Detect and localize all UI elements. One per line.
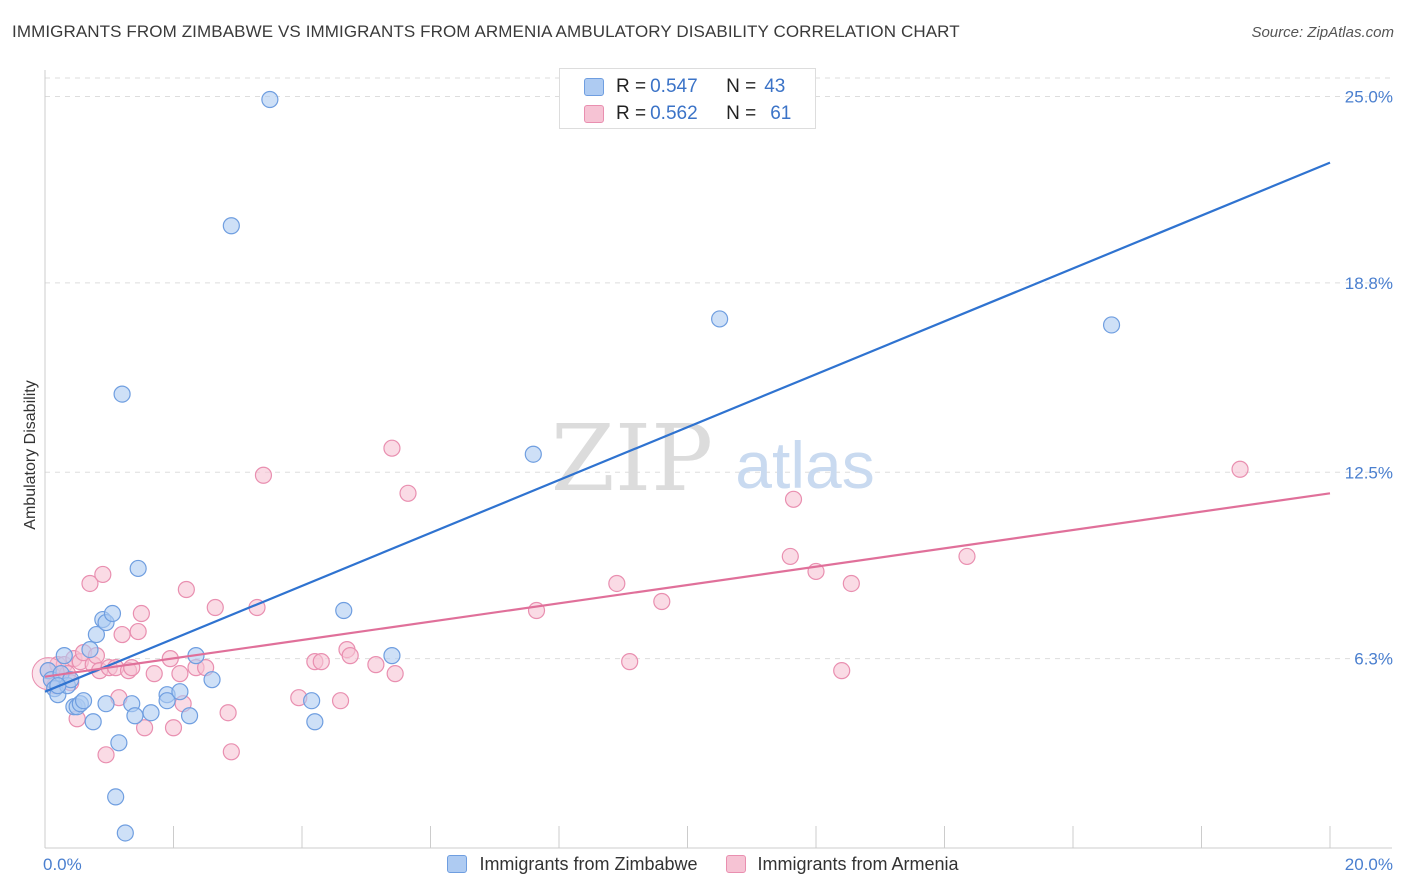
armenia-point (123, 659, 141, 677)
x-tick-label: 20.0% (1345, 855, 1393, 874)
trend-lines (44, 161, 1331, 693)
armenia-trend-line (44, 492, 1331, 678)
zimbabwe-point (103, 604, 122, 623)
grid-lines (45, 77, 1392, 660)
zimbabwe-point (81, 641, 99, 659)
armenia-point (341, 647, 359, 665)
axes (44, 70, 1392, 849)
armenia-point (81, 574, 99, 593)
armenia-point (608, 574, 626, 593)
y-tick-label: 12.5% (1345, 463, 1393, 482)
zimbabwe-point (84, 713, 102, 731)
legend-r-value: 0.547 (650, 76, 698, 97)
zimbabwe-point (142, 704, 160, 722)
armenia-point (399, 484, 417, 502)
y-tick-label: 18.8% (1345, 274, 1393, 293)
zimbabwe-point (383, 647, 401, 665)
zimbabwe-point (87, 625, 106, 644)
armenia-point (113, 625, 131, 644)
armenia-point (129, 622, 147, 641)
armenia-point (621, 653, 639, 671)
zimbabwe-point (180, 707, 199, 725)
armenia-point (958, 547, 976, 566)
zimbabwe-point (116, 824, 134, 842)
armenia-point (177, 580, 195, 599)
zimbabwe-point (107, 788, 125, 806)
zimbabwe-point (1102, 316, 1121, 334)
legend-row-zimbabwe: R = 0.547 N = 43 (584, 75, 785, 99)
zimbabwe-point (113, 385, 131, 403)
zimbabwe-point (524, 445, 542, 463)
watermark-zip: ZIP (551, 405, 713, 512)
correlation-legend: R = 0.547 N = 43 R = 0.562 N = 61 (559, 68, 816, 129)
armenia-point (94, 565, 112, 584)
y-tick-label: 25.0% (1345, 88, 1393, 107)
armenia-point (132, 604, 150, 623)
armenia-point (842, 574, 860, 593)
armenia-point (145, 665, 163, 683)
zimbabwe-point (158, 692, 176, 710)
chart-title: IMMIGRANTS FROM ZIMBABWE VS IMMIGRANTS F… (12, 22, 960, 41)
armenia-point (222, 743, 240, 761)
zimbabwe-point (97, 695, 115, 713)
armenia-point (135, 719, 154, 737)
legend-swatch-blue (584, 78, 604, 96)
zimbabwe-point (711, 310, 729, 328)
zimbabwe-point (303, 692, 321, 710)
zimbabwe-point (126, 707, 144, 725)
legend-swatch-pink (584, 105, 604, 123)
legend-n-label: N = (726, 76, 757, 97)
legend-label-armenia: Immigrants from Armenia (757, 853, 959, 874)
zimbabwe-point (335, 601, 353, 620)
legend-swatch-pink (725, 855, 746, 873)
zimbabwe-point (306, 713, 324, 731)
watermark: ZIP atlas (551, 405, 875, 512)
legend-n-label: N = (726, 103, 757, 124)
armenia-point (781, 547, 799, 566)
zimbabwe-point (74, 692, 93, 710)
armenia-point (254, 466, 273, 484)
armenia-point (386, 665, 404, 683)
legend-label-zimbabwe: Immigrants from Zimbabwe (479, 853, 698, 874)
legend-item-armenia[interactable]: Immigrants from Armenia (725, 853, 959, 875)
armenia-point (833, 662, 851, 680)
zimbabwe-point (55, 647, 73, 665)
legend-swatch-blue (447, 855, 468, 873)
armenia-point (171, 665, 189, 683)
armenia-point (784, 490, 803, 508)
zimbabwe-trend-line (44, 161, 1331, 693)
source-label: Source: ZipAtlas.com (1251, 24, 1394, 41)
legend-r-label: R = (616, 103, 647, 124)
armenia-point (367, 656, 385, 674)
armenia-point (206, 598, 224, 617)
armenia-point (383, 439, 401, 457)
zimbabwe-point (203, 671, 221, 689)
armenia-point (219, 704, 237, 722)
zimbabwe-point (110, 734, 128, 752)
x-tick-label: 0.0% (43, 855, 82, 874)
armenia-point (331, 692, 350, 710)
zimbabwe-point (129, 559, 147, 578)
y-tick-label: 6.3% (1354, 650, 1393, 669)
zimbabwe-point (222, 217, 240, 235)
zimbabwe-point (171, 683, 189, 701)
legend-n-value: 43 (764, 76, 786, 97)
legend-item-zimbabwe[interactable]: Immigrants from Zimbabwe (447, 853, 698, 875)
watermark-atlas: atlas (735, 428, 874, 502)
series-legend: Immigrants from Zimbabwe Immigrants from… (0, 852, 1406, 876)
legend-r-label: R = (616, 76, 647, 97)
zimbabwe-point (261, 90, 279, 109)
legend-r-value: 0.562 (650, 103, 698, 124)
series-zimbabwe-points (39, 90, 1121, 842)
armenia-point (97, 746, 115, 764)
legend-row-armenia: R = 0.562 N = 61 (584, 102, 791, 126)
armenia-point (653, 592, 671, 611)
y-axis-label: Ambulatory Disability (22, 380, 39, 529)
armenia-point (164, 719, 183, 737)
legend-n-value: 61 (770, 103, 792, 124)
armenia-point (312, 653, 330, 671)
tick-labels: 6.3% 12.5% 18.8% 25.0% 0.0% 20.0% (43, 88, 1393, 875)
armenia-point (1231, 460, 1249, 478)
